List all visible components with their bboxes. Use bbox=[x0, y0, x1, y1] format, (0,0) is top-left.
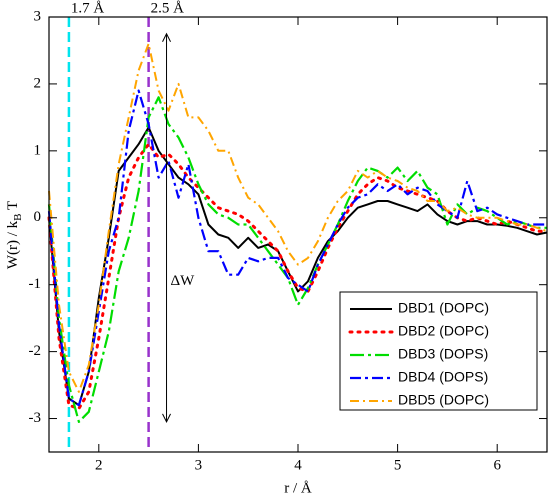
y-tick-label: 3 bbox=[34, 8, 42, 24]
x-tick-label: 4 bbox=[294, 457, 302, 473]
series-line bbox=[48, 42, 548, 393]
arrow-head bbox=[162, 413, 171, 424]
y-tick-label: 2 bbox=[34, 75, 42, 91]
legend-label: DBD5 (DOPC) bbox=[398, 392, 489, 408]
series-line bbox=[47, 89, 547, 407]
y-label-main: W(r) / k bbox=[5, 220, 21, 269]
annotation-label: ΔW bbox=[171, 273, 196, 289]
x-tick-label: 5 bbox=[394, 457, 402, 473]
y-tick-label: 0 bbox=[34, 209, 42, 225]
series-line bbox=[48, 126, 548, 407]
legend-label: DBD2 (DOPC) bbox=[398, 323, 489, 339]
arrow-head bbox=[162, 32, 171, 42]
x-tick-label: 3 bbox=[195, 457, 203, 473]
legend-label: DBD3 (DOPS) bbox=[398, 346, 488, 362]
x-tick-label: 6 bbox=[493, 457, 501, 473]
series-line bbox=[47, 142, 549, 410]
legend-label: DBD4 (DOPS) bbox=[398, 369, 488, 385]
x-tick-label: 2 bbox=[95, 457, 103, 473]
legend-label: DBD1 (DOPC) bbox=[398, 300, 489, 316]
reference-label: 1.7 Å bbox=[71, 0, 105, 16]
y-axis-label: W(r) / kB T bbox=[5, 201, 23, 269]
y-label-sub: B bbox=[12, 214, 24, 221]
reference-label: 2.5 Å bbox=[151, 0, 185, 16]
y-label-tail: T bbox=[5, 201, 21, 214]
y-tick-label: -3 bbox=[29, 410, 42, 426]
y-tick-label: -1 bbox=[29, 276, 42, 292]
y-tick-label: 1 bbox=[34, 142, 42, 158]
x-axis-label: r / Å bbox=[284, 480, 312, 496]
y-tick-label: -2 bbox=[29, 343, 42, 359]
legend-box bbox=[339, 291, 538, 411]
